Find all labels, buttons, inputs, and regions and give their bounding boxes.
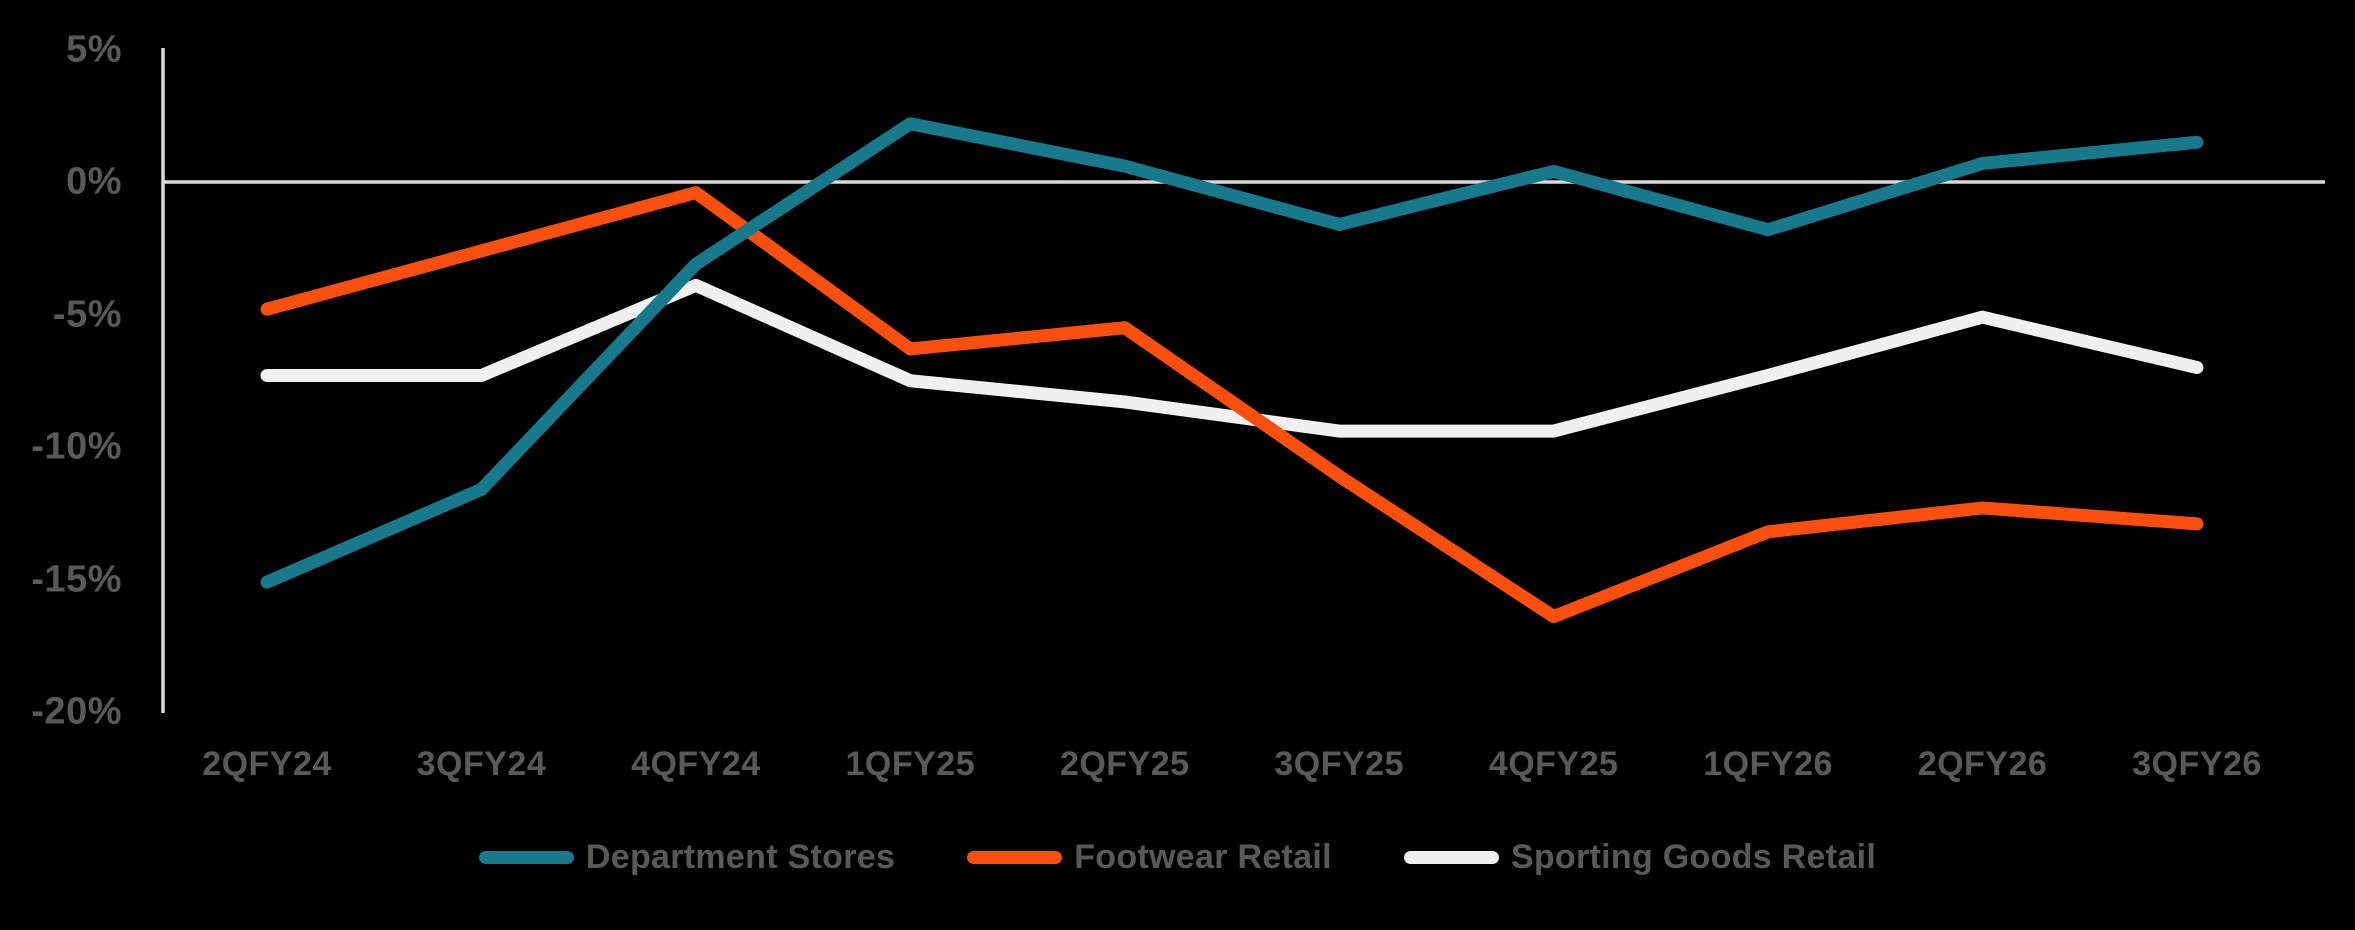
x-label-2qfy26: 2QFY26 [1917,745,2048,783]
x-label-4qfy24: 4QFY24 [631,745,761,783]
series-line-sporting-goods-retail [260,278,2204,438]
legend-item-sporting-goods-retail: Sporting Goods Retail [1403,837,1877,877]
y-tick--10: -10% [31,425,122,468]
y-tick--15: -15% [31,558,122,600]
x-label-1qfy25: 1QFY25 [845,745,976,783]
legend-swatch-sporting-goods-retail-icon [1403,850,1499,864]
x-label-3qfy25: 3QFY25 [1274,745,1404,783]
y-tick--20: -20% [31,690,122,733]
legend-label-sporting-goods-retail: Sporting Goods Retail [1510,837,1877,876]
y-tick--5: -5% [52,293,122,335]
legend-label-footwear-retail: Footwear Retail [1074,837,1332,876]
x-label-4qfy25: 4QFY25 [1488,745,1619,783]
x-label-1qfy26: 1QFY26 [1703,745,1833,783]
legend-swatch-department-stores-icon [478,850,574,864]
legend-item-footwear-retail: Footwear Retail [967,838,1332,877]
series-line-footwear-retail [260,186,2204,624]
legend-swatch-footwear-retail-icon [967,850,1063,864]
y-tick-5: 5% [66,28,122,70]
y-tick-0: 0% [66,160,122,203]
x-label-3qfy24: 3QFY24 [416,745,547,783]
x-label-2qfy24: 2QFY24 [202,745,332,783]
x-label-2qfy25: 2QFY25 [1059,745,1190,783]
legend-item-department-stores: Department Stores [478,837,896,877]
legend-label-department-stores: Department Stores [585,837,896,876]
series-line-department-stores [260,117,2204,589]
x-label-3qfy26: 3QFY26 [2132,745,2262,783]
legend: Department Stores Footwear Retail Sporti… [0,834,2355,880]
